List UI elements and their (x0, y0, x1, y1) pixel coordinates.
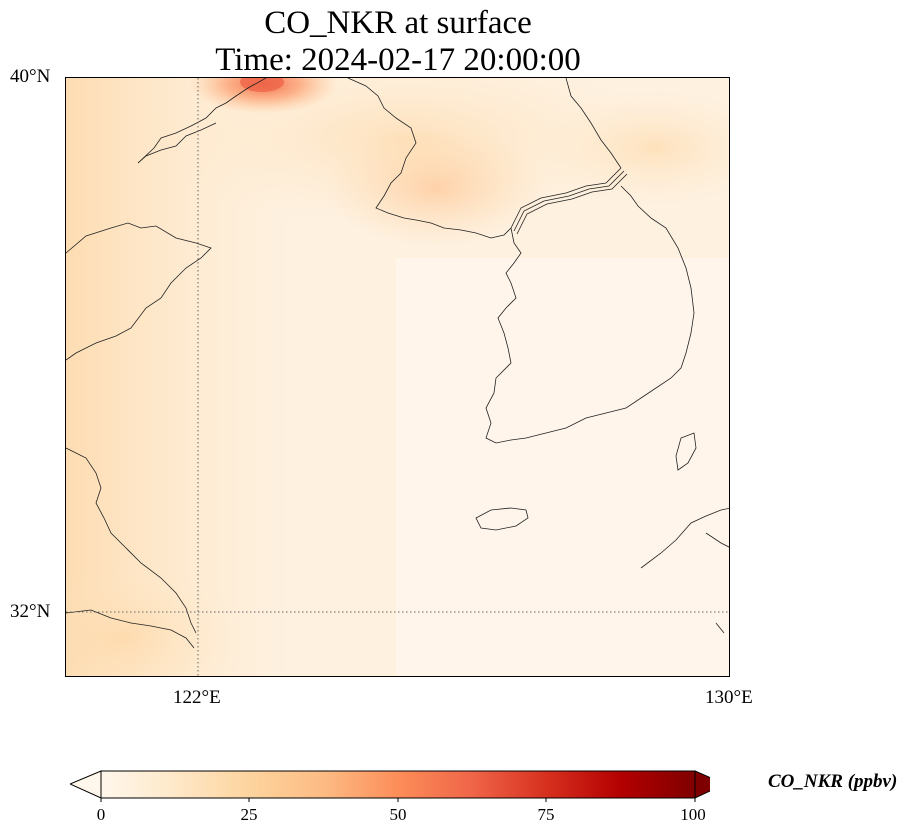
concentration-map (66, 78, 729, 676)
coastline-liaodong (137, 78, 267, 164)
colorbar (70, 770, 710, 802)
border-dmz-3 (516, 173, 628, 235)
map-subtitle-time: Time: 2024-02-17 20:00:00 (215, 42, 581, 78)
field-southwest-plume (66, 568, 246, 676)
coastline-china-south (66, 447, 197, 634)
field-hotspot-core (240, 78, 284, 92)
coastline-tsushima (675, 432, 697, 471)
field-coast-plume (326, 128, 546, 248)
colorbar-extend-min (70, 770, 102, 799)
colorbar-tick-0: 0 (96, 805, 106, 824)
lon-label-130e: 130°E (705, 687, 753, 708)
colorbar-extend-max (694, 770, 710, 799)
map-title: CO_NKR at surface (264, 5, 532, 41)
colorbar-gradient (100, 770, 696, 799)
lat-label-40n: 40°N (10, 66, 51, 87)
colorbar-tick-50: 50 (389, 805, 407, 824)
field-northeast-plume (536, 88, 729, 208)
field-east-pale (396, 258, 729, 676)
border-dmz-1 (510, 167, 622, 229)
colorbar-tick-25: 25 (240, 805, 258, 824)
colorbar-tick-marks (100, 798, 696, 802)
border-dmz-2 (513, 170, 625, 232)
lat-label-32n: 32°N (10, 601, 51, 622)
coastlines (66, 78, 729, 649)
coastline-china-east (66, 222, 212, 361)
coastline-north-korea (565, 78, 622, 169)
coastline-liaodong-west (137, 122, 217, 164)
map-panel[interactable] (65, 77, 730, 677)
coastline-korea-west (485, 185, 695, 444)
coastline-kyushu (640, 507, 729, 634)
lon-label-122e: 122°E (173, 687, 221, 708)
colorbar-tick-100: 100 (680, 805, 706, 824)
field-hotspot (189, 78, 339, 114)
colorbar-tick-75: 75 (537, 805, 555, 824)
coastline-korea-bay (347, 78, 512, 239)
coastline-jeju (475, 507, 529, 531)
coastline-yangtze (66, 609, 195, 649)
colorbar-label: CO_NKR (ppbv) (768, 771, 898, 792)
